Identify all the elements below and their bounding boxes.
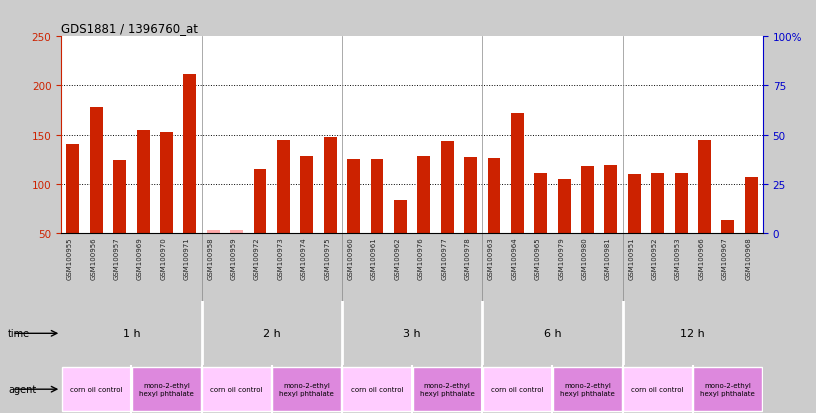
Bar <box>721 221 734 233</box>
Text: GSM100977: GSM100977 <box>441 237 447 280</box>
Bar <box>441 142 454 233</box>
Text: GSM100975: GSM100975 <box>324 237 330 279</box>
Bar <box>273 368 341 411</box>
Bar <box>534 173 548 233</box>
Text: GSM100972: GSM100972 <box>254 237 260 279</box>
Bar <box>184 74 197 233</box>
Bar <box>581 166 594 233</box>
Text: corn oil control: corn oil control <box>351 386 403 392</box>
Text: GSM100953: GSM100953 <box>675 237 681 279</box>
Text: GSM100979: GSM100979 <box>558 237 564 280</box>
Text: corn oil control: corn oil control <box>70 386 122 392</box>
Bar <box>136 131 149 233</box>
Bar <box>132 368 201 411</box>
Text: mono-2-ethyl
hexyl phthalate: mono-2-ethyl hexyl phthalate <box>139 382 194 396</box>
Bar <box>675 173 688 233</box>
Text: GSM100974: GSM100974 <box>301 237 307 279</box>
Text: GSM100963: GSM100963 <box>488 237 494 280</box>
Text: 12 h: 12 h <box>681 328 705 339</box>
Text: GSM100980: GSM100980 <box>582 237 588 280</box>
Bar <box>62 368 131 411</box>
Bar <box>113 161 126 233</box>
Bar <box>417 157 430 233</box>
Text: GSM100973: GSM100973 <box>277 237 283 280</box>
Text: 6 h: 6 h <box>543 328 561 339</box>
Text: 1 h: 1 h <box>122 328 140 339</box>
Text: corn oil control: corn oil control <box>211 386 263 392</box>
Bar <box>160 132 173 233</box>
Text: mono-2-ethyl
hexyl phthalate: mono-2-ethyl hexyl phthalate <box>419 382 475 396</box>
Text: corn oil control: corn oil control <box>632 386 684 392</box>
Text: time: time <box>8 328 30 339</box>
Text: GSM100966: GSM100966 <box>698 237 704 280</box>
Bar <box>370 160 384 233</box>
Text: GSM100969: GSM100969 <box>137 237 143 280</box>
Bar <box>277 141 290 233</box>
Text: GSM100981: GSM100981 <box>605 237 611 280</box>
Text: mono-2-ethyl
hexyl phthalate: mono-2-ethyl hexyl phthalate <box>560 382 615 396</box>
Bar <box>300 157 313 233</box>
Bar <box>745 178 758 233</box>
Text: GSM100976: GSM100976 <box>418 237 424 280</box>
Text: GSM100952: GSM100952 <box>652 237 658 279</box>
Text: GSM100978: GSM100978 <box>464 237 471 280</box>
Bar <box>394 201 407 233</box>
Bar <box>230 230 243 233</box>
Bar <box>628 174 641 233</box>
Text: GSM100959: GSM100959 <box>231 237 237 279</box>
Text: mono-2-ethyl
hexyl phthalate: mono-2-ethyl hexyl phthalate <box>700 382 756 396</box>
Bar <box>66 145 79 233</box>
Text: GSM100967: GSM100967 <box>722 237 728 280</box>
Text: GSM100962: GSM100962 <box>394 237 401 279</box>
Bar <box>553 368 622 411</box>
Bar <box>483 368 552 411</box>
Bar <box>254 170 267 233</box>
Text: GSM100956: GSM100956 <box>91 237 96 279</box>
Text: GSM100971: GSM100971 <box>184 237 190 280</box>
Bar <box>557 179 570 233</box>
Bar <box>694 368 762 411</box>
Bar <box>511 114 524 233</box>
Bar <box>605 166 618 233</box>
Bar <box>90 108 103 233</box>
Text: GDS1881 / 1396760_at: GDS1881 / 1396760_at <box>61 22 198 35</box>
Text: GSM100964: GSM100964 <box>512 237 517 279</box>
Text: 3 h: 3 h <box>403 328 421 339</box>
Text: GSM100961: GSM100961 <box>371 237 377 280</box>
Bar <box>651 173 664 233</box>
Bar <box>343 368 411 411</box>
Text: agent: agent <box>8 384 37 394</box>
Text: 2 h: 2 h <box>263 328 281 339</box>
Text: GSM100951: GSM100951 <box>628 237 634 279</box>
Text: GSM100968: GSM100968 <box>745 237 752 280</box>
Text: GSM100970: GSM100970 <box>161 237 166 280</box>
Text: GSM100955: GSM100955 <box>67 237 73 279</box>
Text: GSM100960: GSM100960 <box>348 237 353 280</box>
Bar <box>206 230 220 233</box>
Bar <box>487 159 500 233</box>
Text: GSM100965: GSM100965 <box>534 237 541 279</box>
Bar <box>324 137 337 233</box>
Text: mono-2-ethyl
hexyl phthalate: mono-2-ethyl hexyl phthalate <box>279 382 335 396</box>
Bar <box>202 368 271 411</box>
Text: corn oil control: corn oil control <box>491 386 543 392</box>
Bar <box>464 158 477 233</box>
Bar <box>698 140 711 233</box>
Text: GSM100957: GSM100957 <box>113 237 120 279</box>
Bar <box>347 160 360 233</box>
Bar <box>623 368 692 411</box>
Text: GSM100958: GSM100958 <box>207 237 213 279</box>
Bar <box>413 368 481 411</box>
